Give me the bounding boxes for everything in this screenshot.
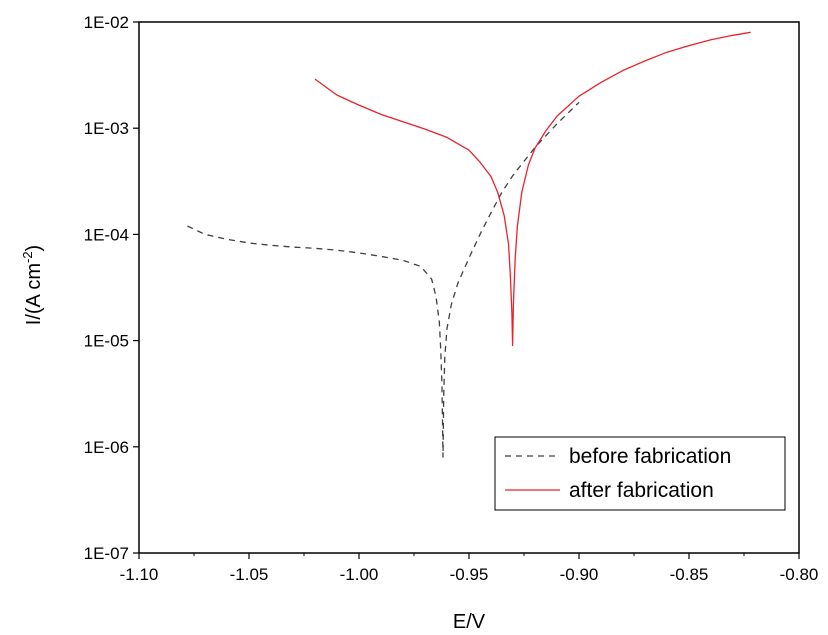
legend: before fabrication after fabrication <box>494 436 786 511</box>
series-line-before-fabrication <box>187 101 580 458</box>
y-axis: 1E-07 1E-06 1E-05 1E-04 1E-03 1E-02 <box>84 13 139 563</box>
y-axis-label: I/(A cm-2) <box>20 245 45 325</box>
y-axis-label-superscript: -2 <box>20 251 35 263</box>
x-axis-label: E/V <box>453 611 486 633</box>
y-tick-label: 1E-07 <box>84 544 129 563</box>
series-layer <box>187 31 751 458</box>
x-axis: -1.10 -1.05 -1.00 -0.95 -0.90 -0.85 -0.80 <box>120 553 819 584</box>
x-tick-label: -1.10 <box>120 565 159 584</box>
x-tick-label: -1.00 <box>340 565 379 584</box>
legend-label-before-fabrication: before fabrication <box>569 445 731 468</box>
legend-label-after-fabrication: after fabrication <box>569 479 714 502</box>
x-tick-label: -1.05 <box>230 565 269 584</box>
y-axis-label-close: ) <box>23 245 45 252</box>
y-tick-label: 1E-03 <box>84 119 129 138</box>
legend-box <box>494 436 786 511</box>
y-tick-label: 1E-06 <box>84 438 129 457</box>
x-tick-label: -0.95 <box>450 565 489 584</box>
x-tick-label: -0.80 <box>780 565 819 584</box>
series-line-after-fabrication <box>314 31 751 347</box>
y-tick-label: 1E-02 <box>84 13 129 32</box>
y-tick-label: 1E-05 <box>84 332 129 351</box>
x-tick-label: -0.90 <box>560 565 599 584</box>
x-tick-label: -0.85 <box>670 565 709 584</box>
y-axis-label-main: I/(A cm <box>23 263 45 325</box>
y-tick-label: 1E-04 <box>84 225 129 244</box>
